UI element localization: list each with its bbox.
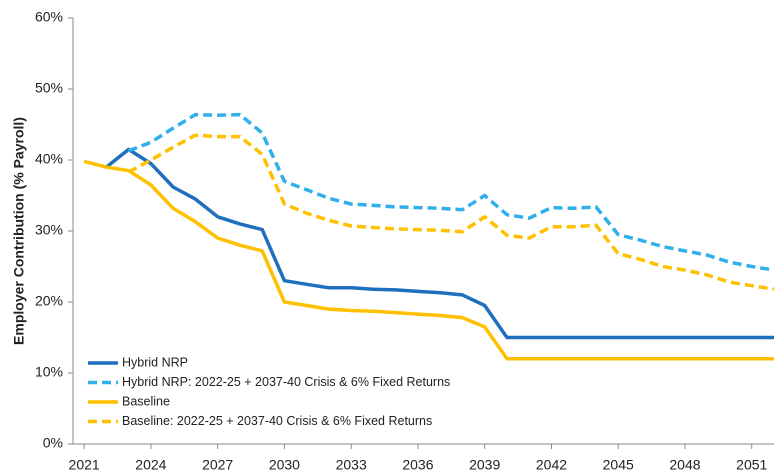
y-tick-label: 20% [35, 293, 63, 309]
y-tick-label: 60% [35, 9, 63, 25]
line [83, 159, 774, 361]
x-tick-label: 2051 [736, 457, 767, 473]
x-tick-label: 2027 [202, 457, 233, 473]
x-tick-label: 2048 [669, 457, 700, 473]
x-tick-label: 2039 [469, 457, 500, 473]
x-tick-label: 2045 [603, 457, 634, 473]
x-tick-label: 2021 [69, 457, 100, 473]
y-tick-label: 40% [35, 151, 63, 167]
y-tick-label: 10% [35, 364, 63, 380]
y-tick-label: 30% [35, 222, 63, 238]
x-tick-label: 2042 [536, 457, 567, 473]
y-tick-label: 50% [35, 80, 63, 96]
x-tick-label: 2036 [402, 457, 433, 473]
y-tick-label: 0% [43, 435, 63, 451]
line [127, 133, 775, 291]
legend-label: Hybrid NRP [122, 355, 188, 369]
y-axis-label: Employer Contribution (% Payroll) [11, 117, 27, 345]
legend-label: Baseline: 2022-25 + 2037-40 Crisis & 6% … [122, 414, 432, 428]
line [105, 147, 774, 340]
x-tick-label: 2030 [269, 457, 300, 473]
legend-label: Hybrid NRP: 2022-25 + 2037-40 Crisis & 6… [122, 375, 450, 389]
x-tick-label: 2024 [135, 457, 166, 473]
line [127, 112, 775, 272]
legend-label: Baseline [122, 394, 170, 408]
x-tick-label: 2033 [336, 457, 367, 473]
